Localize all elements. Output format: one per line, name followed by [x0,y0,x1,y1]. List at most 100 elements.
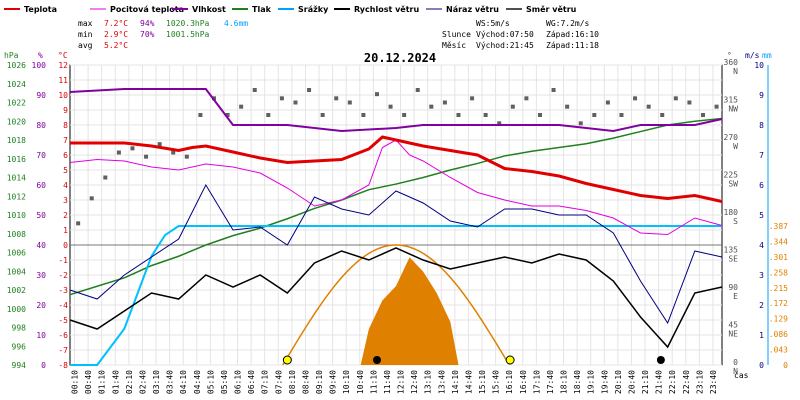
legend-rychlost: Rychlost větru [354,4,419,14]
time-tick-label: 19:40 [600,370,609,394]
wind-direction-point [605,100,610,105]
wind-direction-point [76,221,81,226]
wind-direction-point [537,113,542,117]
humidity-line [69,88,723,133]
dir-letter-label: NW [728,105,738,114]
wind-direction-point [225,113,230,117]
wind-direction-point [116,150,121,155]
hpa-tick-label: 1020 [7,117,26,126]
c-tick-label: 2 [63,211,68,220]
info-moon-set: Západ:11:18 [546,41,599,50]
time-tick-label: 21:10 [641,370,650,394]
hpa-tick-label: 1022 [7,99,26,108]
time-tick-label: 14:40 [464,370,473,394]
moonset-marker [372,356,381,364]
pct-tick-label: 30 [36,271,46,280]
time-tick-label: 01:40 [111,370,120,394]
mm-tick-label: .043 [769,346,788,355]
wind-direction-point [144,154,149,159]
mm-tick-label: .301 [769,253,788,262]
mm-tick-label: .387 [769,222,788,231]
wind-direction-point [347,100,352,105]
wind-sun-info: WS:5m/s WG:7.2m/s Slunce Východ:07:50 Zá… [442,19,599,50]
c-tick-label: 9 [63,106,68,115]
dir-tick-label: 315 [724,96,739,105]
time-tick-label: 01:10 [98,370,107,394]
hpa-tick-label: 994 [12,361,27,370]
dir-tick-label: 135 [724,246,739,255]
wind-direction-point [442,100,447,105]
c-tick-label: 8 [63,121,68,130]
wind-direction-point [714,104,719,109]
wind-direction-point [130,146,135,151]
mm-tick-label: .086 [769,330,788,339]
time-tick-label: 17:40 [546,370,555,394]
pct-tick-label: 50 [36,211,46,220]
pct-tick-label: 100 [32,61,47,70]
time-tick-label: 13:40 [437,370,446,394]
time-tick-label: 14:10 [451,370,460,394]
time-tick-label: 13:10 [424,370,433,394]
hpa-tick-label: 1008 [7,230,26,239]
stats-max-temp: 7.2°C [104,19,128,28]
plot-area: 1026102410221020101810161014101210101008… [7,58,788,394]
wind-direction-point [402,113,407,117]
c-tick-label: 7 [63,136,68,145]
time-tick-label: 03:10 [152,370,161,394]
hpa-tick-label: 1006 [7,249,26,258]
wind-direction-point [239,104,244,109]
axis-title-c: °C [58,51,68,60]
time-tick-label: 18:10 [560,370,569,394]
time-tick-label: 05:10 [206,370,215,394]
wind-direction-point [361,113,366,117]
stats-max-press: 1020.3hPa [166,19,210,28]
c-tick-label: -2 [58,271,68,280]
wind-direction-point [700,113,705,117]
time-tick-label: 02:40 [138,370,147,394]
legend-smer: Směr větru [526,4,577,14]
c-tick-label: -8 [58,361,68,370]
sunrise-marker [282,355,292,365]
wind-direction-point [374,92,379,97]
wind-direction-point [334,96,339,101]
wind-direction-point [415,88,420,92]
dir-letter-label: SW [728,180,738,189]
stats-min-hum: 70% [140,30,155,39]
time-tick-label: 18:40 [573,370,582,394]
time-tick-label: 03:40 [166,370,175,394]
wind-direction-point [266,113,271,117]
hpa-tick-label: 1000 [7,305,26,314]
wind-direction-point [483,113,488,117]
wind-direction-point [660,113,665,117]
mm-tick-label: 0 [783,361,788,370]
wind-direction-point [171,150,176,155]
hpa-tick-label: 1004 [7,267,26,276]
ms-tick-label: 8 [759,121,764,130]
hpa-tick-label: 1024 [7,80,26,89]
wind-direction-point [293,100,298,105]
hpa-tick-label: 1016 [7,155,26,164]
time-tick-label: 19:10 [587,370,596,394]
dir-tick-label: 270 [724,133,739,142]
wind-direction-point [320,113,325,117]
moonrise-marker [656,356,665,364]
time-tick-label: 09:10 [315,370,324,394]
ms-tick-label: 1 [759,331,764,340]
time-tick-label: 12:10 [397,370,406,394]
pct-tick-label: 60 [36,181,46,190]
wind-direction-point [633,96,638,101]
wind-direction-point [103,175,108,180]
time-tick-label: 10:40 [356,370,365,394]
axis-title-pct: % [38,51,43,60]
info-wg: WG:7.2m/s [546,19,590,28]
time-tick-label: 15:40 [492,370,501,394]
wind-direction-point [497,121,502,126]
c-tick-label: 10 [58,91,68,100]
legend-teplota: Teplota [24,5,57,14]
time-tick-label: 16:40 [519,370,528,394]
wind-direction-point [592,113,597,117]
wind-direction-point [456,113,461,117]
wind-direction-point [198,113,203,117]
mm-tick-label: .129 [769,315,788,324]
dir-tick-label: 180 [724,208,739,217]
